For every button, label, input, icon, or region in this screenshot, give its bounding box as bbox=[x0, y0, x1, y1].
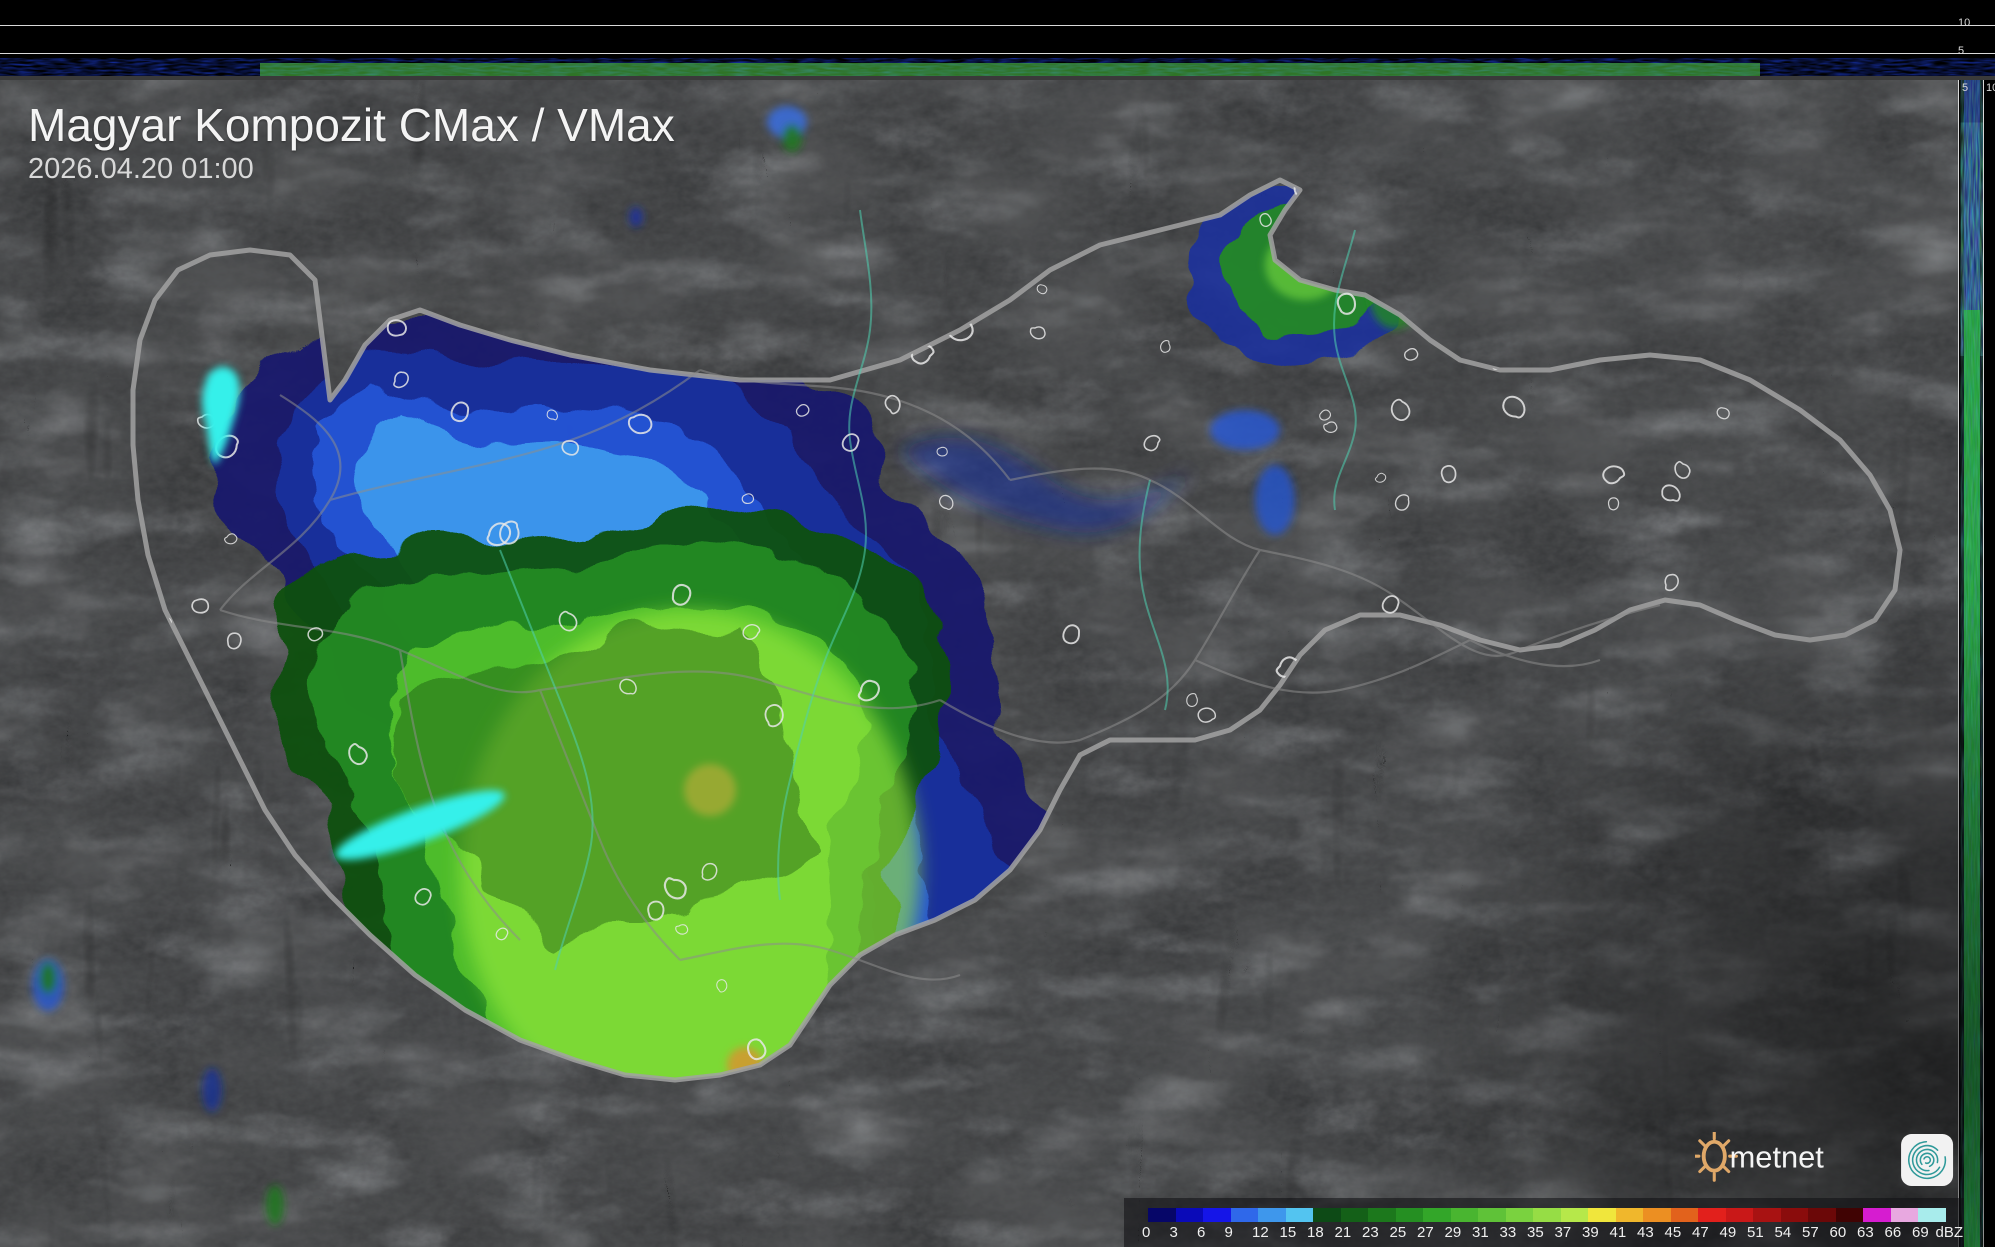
svg-text:metnet: metnet bbox=[1730, 1140, 1825, 1175]
